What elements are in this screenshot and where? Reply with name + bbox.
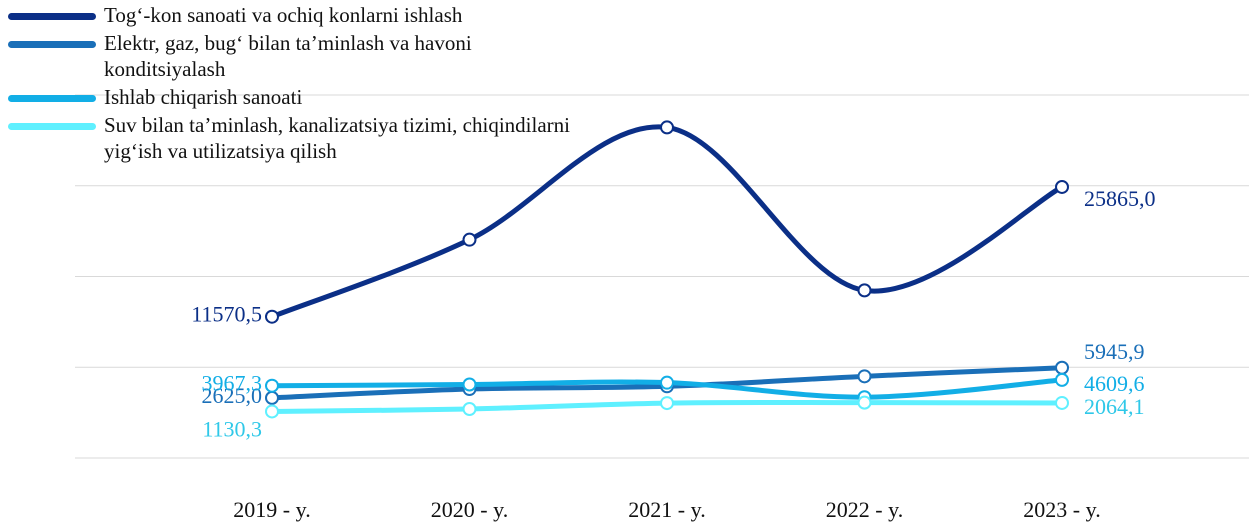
point-marker	[857, 283, 872, 298]
legend-item: Suv bilan ta’minlash, kanalizatsiya tizi…	[8, 112, 608, 164]
point-marker	[1055, 372, 1069, 387]
point-marker	[462, 232, 477, 247]
legend-label: Tog‘-kon sanoati va ochiq konlarni ishla…	[104, 3, 463, 27]
legend-label: Ishlab chiqarish sanoati	[104, 85, 303, 109]
data-label: 2625,0	[202, 383, 263, 408]
legend-swatch	[8, 123, 96, 130]
point-marker	[1055, 360, 1069, 375]
point-marker	[265, 390, 279, 405]
legend-label: Elektr, gaz, bug‘ bilan ta’minlash va ha…	[104, 31, 472, 81]
x-tick-label: 2023 - y.	[1023, 497, 1100, 522]
point-marker	[265, 309, 279, 324]
legend-swatch	[8, 95, 96, 102]
data-label: 1130,3	[202, 416, 262, 441]
point-marker	[660, 120, 674, 135]
data-label: 25865,0	[1084, 186, 1156, 211]
x-tick-label: 2021 - y.	[628, 497, 705, 522]
point-marker	[265, 404, 279, 419]
point-marker	[857, 369, 872, 384]
data-label: 5945,9	[1084, 339, 1145, 364]
x-tick-label: 2020 - y.	[431, 497, 508, 522]
x-tick-label: 2022 - y.	[826, 497, 903, 522]
data-label: 3967,3	[202, 371, 263, 396]
point-marker	[462, 377, 477, 392]
data-label: 11570,5	[191, 302, 262, 327]
point-marker	[857, 395, 872, 410]
legend-item: Tog‘-kon sanoati va ochiq konlarni ishla…	[8, 2, 608, 28]
point-marker	[1055, 179, 1069, 194]
x-tick-label: 2019 - y.	[233, 497, 310, 522]
point-marker	[660, 396, 674, 411]
point-marker	[1055, 395, 1069, 410]
legend: Tog‘-kon sanoati va ochiq konlarni ishla…	[8, 2, 608, 166]
legend-item: Ishlab chiqarish sanoati	[8, 84, 608, 110]
legend-swatch	[8, 13, 96, 20]
point-marker	[660, 375, 674, 390]
data-label: 4609,6	[1084, 371, 1145, 396]
point-marker	[462, 401, 477, 416]
point-marker	[265, 378, 279, 393]
legend-item: Elektr, gaz, bug‘ bilan ta’minlash va ha…	[8, 30, 608, 82]
legend-label: Suv bilan ta’minlash, kanalizatsiya tizi…	[104, 113, 570, 163]
data-label: 2064,1	[1084, 394, 1145, 419]
legend-swatch	[8, 41, 96, 48]
